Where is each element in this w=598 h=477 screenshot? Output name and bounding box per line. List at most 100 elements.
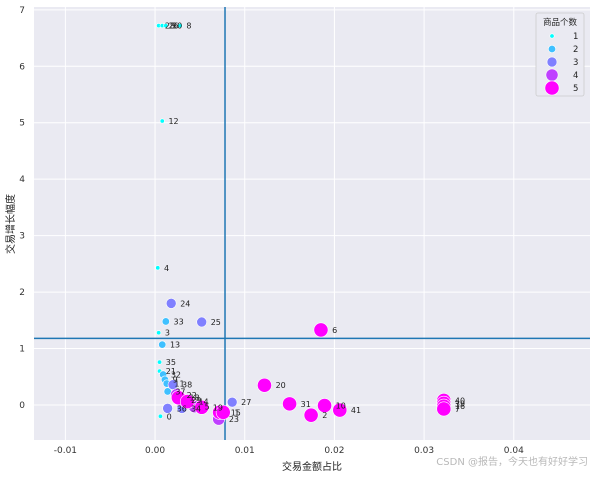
data-point [226, 396, 238, 408]
point-label: 22 [187, 391, 197, 400]
data-point [157, 359, 163, 365]
point-label: 13 [170, 341, 180, 350]
y-tick-label: 5 [19, 119, 25, 129]
y-tick-label: 6 [19, 62, 25, 72]
legend-label: 1 [573, 32, 578, 42]
point-label: 14 [198, 398, 208, 407]
point-label: 40 [455, 396, 465, 405]
point-label: 34 [191, 404, 201, 413]
point-label: 3 [165, 329, 170, 338]
data-point [157, 413, 163, 419]
data-point [436, 401, 452, 417]
data-point [158, 340, 167, 349]
point-label: 23 [229, 415, 239, 424]
data-point [303, 407, 319, 423]
point-label: 32 [171, 371, 181, 380]
point-label: 15 [231, 408, 241, 417]
data-point [194, 399, 210, 415]
y-tick-label: 3 [19, 232, 25, 242]
y-axis-title: 交易增长幅度 [4, 194, 17, 254]
legend-label: 4 [573, 71, 578, 81]
point-label: 0 [167, 412, 172, 421]
data-point [332, 402, 348, 418]
point-label: 6 [332, 326, 337, 335]
y-tick-label: 4 [19, 175, 25, 185]
legend-marker [547, 44, 556, 53]
data-point [317, 398, 332, 413]
legend-marker [545, 68, 559, 82]
data-point [163, 23, 169, 29]
point-label: 25 [211, 318, 221, 327]
point-label: 30 [172, 22, 182, 31]
point-label: 28 [165, 22, 175, 31]
legend-label: 3 [573, 58, 578, 68]
data-point [215, 404, 231, 420]
point-label: 35 [166, 358, 176, 367]
point-label: 33 [174, 317, 184, 326]
x-tick-label: 0.01 [235, 446, 255, 456]
x-tick-label: 0.00 [145, 446, 165, 456]
point-label: 12 [168, 117, 178, 126]
data-point [179, 394, 195, 410]
y-tick-label: 1 [19, 345, 25, 355]
point-label: 39 [455, 399, 465, 408]
point-label: 19 [213, 403, 223, 412]
legend-label: 2 [573, 45, 578, 55]
x-tick-label: 0.04 [504, 446, 524, 456]
y-tick-label: 0 [19, 401, 25, 411]
data-point [196, 316, 207, 328]
legend-label: 5 [573, 84, 578, 94]
point-label: 16 [455, 402, 465, 411]
point-label: 2 [322, 411, 327, 420]
data-point [177, 23, 183, 29]
data-point [257, 377, 272, 393]
plot-area [34, 7, 590, 440]
x-axis-title: 交易金额占比 [282, 460, 342, 473]
legend-entries: 1 2 3 4 5 [544, 32, 578, 96]
data-point [282, 396, 297, 412]
x-tick-label: -0.01 [54, 446, 77, 456]
point-label: 18 [189, 394, 199, 403]
legend-title: 商品个数 [543, 17, 578, 28]
grid-lines [34, 7, 590, 440]
data-point [159, 118, 165, 124]
data-points [155, 23, 452, 426]
legend-marker [544, 80, 560, 96]
data-point [156, 330, 162, 336]
y-tick-label: 7 [19, 6, 25, 16]
point-label: 31 [301, 400, 311, 409]
point-label: 26 [168, 22, 178, 31]
point-label: 27 [241, 398, 251, 407]
point-label: 29 [191, 396, 201, 405]
reference-lines [34, 7, 590, 440]
point-label: 20 [276, 381, 286, 390]
point-label: 9 [173, 376, 178, 385]
point-label: 10 [336, 402, 346, 411]
point-label: 8 [186, 22, 191, 31]
y-tick-label: 2 [19, 288, 25, 298]
data-point [165, 298, 177, 309]
data-point [162, 403, 173, 414]
point-label: 21 [166, 367, 176, 376]
legend-marker [546, 56, 558, 68]
data-point [161, 317, 170, 326]
point-label: 4 [164, 264, 169, 273]
point-label: 38 [182, 381, 192, 390]
data-point [313, 322, 329, 338]
point-label: 5 [205, 403, 210, 412]
x-tick-label: 0.03 [414, 446, 434, 456]
legend-marker [549, 33, 555, 39]
watermark: CSDN @报告，今天也有好好学习 [436, 457, 588, 468]
point-label: 24 [180, 299, 190, 308]
point-label: 1 [234, 408, 239, 417]
point-label: 37 [175, 387, 185, 396]
point-label: 7 [455, 405, 460, 414]
point-label: 41 [351, 406, 361, 415]
point-label: 11 [174, 380, 184, 389]
point-label: 36 [177, 404, 187, 413]
legend: 商品个数 1 2 3 4 5 [535, 12, 585, 97]
x-tick-label: 0.02 [324, 446, 344, 456]
